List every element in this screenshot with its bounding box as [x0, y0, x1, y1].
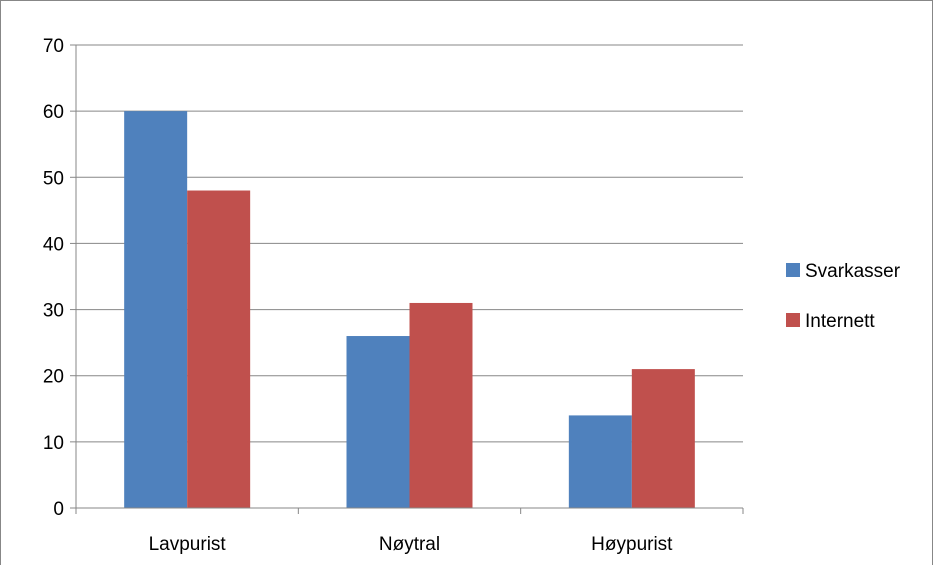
legend-swatch-internett — [786, 313, 800, 327]
bar-internett-0 — [187, 190, 251, 508]
bars — [124, 111, 695, 509]
y-axis-ticks: 0 10 20 30 40 50 60 70 — [43, 36, 76, 520]
x-tick-label: Nøytral — [379, 534, 440, 555]
y-tick-label: 20 — [43, 367, 64, 388]
bar-svarkasser-1 — [346, 336, 410, 508]
y-tick-label: 10 — [43, 433, 64, 454]
x-axis-ticks: Lavpurist Nøytral Høypurist — [75, 508, 744, 555]
legend-label-svarkasser: Svarkasser — [805, 261, 901, 282]
x-tick-label: Lavpurist — [149, 534, 227, 555]
bar-svarkasser-0 — [124, 111, 188, 509]
y-tick-label: 60 — [43, 102, 64, 123]
bar-internett-1 — [409, 302, 473, 508]
x-tick-label: Høypurist — [591, 534, 673, 555]
legend: Svarkasser Internett — [786, 261, 901, 332]
legend-swatch-svarkasser — [786, 263, 800, 277]
y-tick-label: 40 — [43, 234, 64, 255]
legend-label-internett: Internett — [805, 311, 875, 332]
y-tick-label: 50 — [43, 168, 64, 189]
y-tick-label: 30 — [43, 301, 64, 322]
y-tick-label: 70 — [43, 36, 64, 57]
bar-internett-2 — [631, 369, 695, 508]
axes — [75, 45, 743, 509]
y-tick-label: 0 — [53, 499, 64, 520]
bar-svarkasser-2 — [568, 415, 632, 508]
